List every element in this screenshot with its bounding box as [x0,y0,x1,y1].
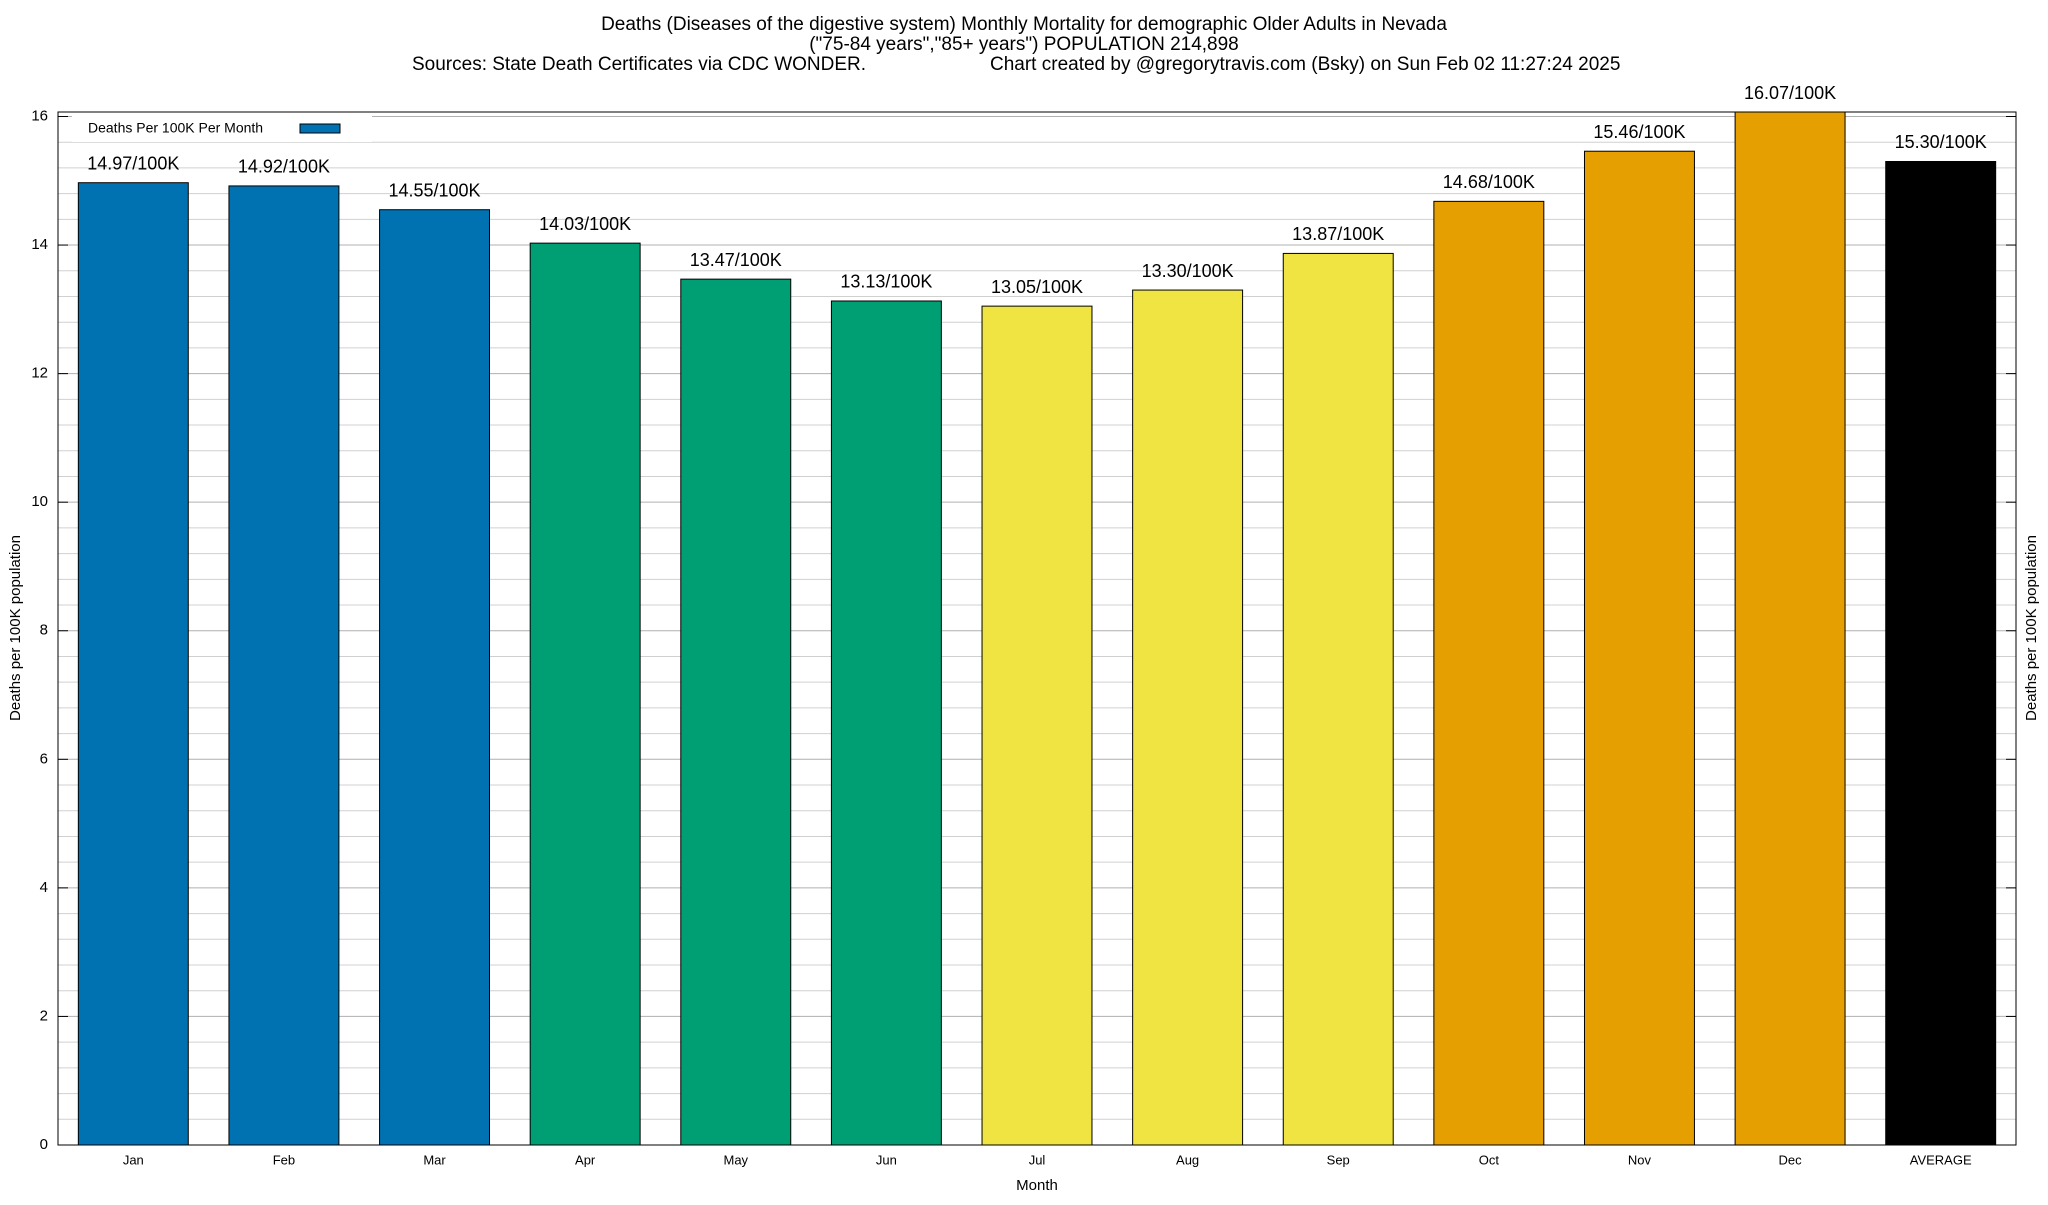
y-tick-label: 2 [40,1007,48,1024]
value-label: 13.13/100K [840,272,932,292]
bar [228,185,340,1146]
y-tick-label: 8 [40,622,48,639]
value-label: 14.68/100K [1443,172,1535,192]
bar [1433,200,1545,1146]
bar [680,278,792,1146]
x-axis-label: Month [1016,1177,1058,1194]
bar [1583,150,1695,1146]
value-label: 16.07/100K [1744,83,1836,103]
legend-label: Deaths Per 100K Per Month [88,120,263,136]
legend-swatch [299,123,341,134]
y-tick-label: 6 [40,750,48,767]
value-label: 14.97/100K [87,153,179,173]
value-label: 15.30/100K [1895,132,1987,152]
bar [1132,289,1244,1146]
x-tick-label: Aug [1176,1152,1199,1167]
x-tick-label: Mar [423,1152,446,1167]
sources-note: Sources: State Death Certificates via CD… [412,54,866,75]
chart-subtitle: ("75-84 years","85+ years") POPULATION 2… [809,34,1239,55]
x-tick-label: Oct [1479,1152,1500,1167]
y-tick-label: 0 [40,1136,48,1153]
bar [1734,111,1846,1146]
bar [1282,252,1394,1146]
x-tick-label: Nov [1628,1152,1652,1167]
x-tick-label: Sep [1327,1152,1350,1167]
y-tick-label: 10 [31,493,48,510]
value-label: 13.30/100K [1142,261,1234,281]
bar [529,242,641,1146]
bar [77,182,189,1146]
y-tick-label: 14 [31,236,48,253]
credit-note: Chart created by @gregorytravis.com (Bsk… [990,54,1620,75]
y-tick-label: 12 [31,365,48,382]
value-label: 13.05/100K [991,277,1083,297]
value-label: 15.46/100K [1593,122,1685,142]
chart-title: Deaths (Diseases of the digestive system… [601,14,1447,35]
y-tick-label: 16 [31,107,48,124]
bar [830,300,942,1146]
x-tick-label: Jul [1029,1152,1046,1167]
y-tick-label: 4 [40,879,48,896]
value-label: 14.92/100K [238,157,330,177]
x-tick-label: May [723,1152,748,1167]
x-tick-label: Apr [575,1152,596,1167]
x-tick-label: AVERAGE [1910,1152,1972,1167]
y-axis-label: Deaths per 100K population [7,535,24,721]
bar [1885,160,1997,1146]
value-label: 14.03/100K [539,214,631,234]
x-tick-label: Dec [1779,1152,1803,1167]
x-tick-label: Jun [876,1152,897,1167]
bar [379,209,491,1146]
y2-axis-label: Deaths per 100K population [2023,535,2040,721]
x-tick-label: Jan [123,1152,144,1167]
value-label: 14.55/100K [388,180,480,200]
x-tick-label: Feb [273,1152,295,1167]
value-label: 13.47/100K [690,250,782,270]
value-label: 13.87/100K [1292,224,1384,244]
bar [981,305,1093,1146]
